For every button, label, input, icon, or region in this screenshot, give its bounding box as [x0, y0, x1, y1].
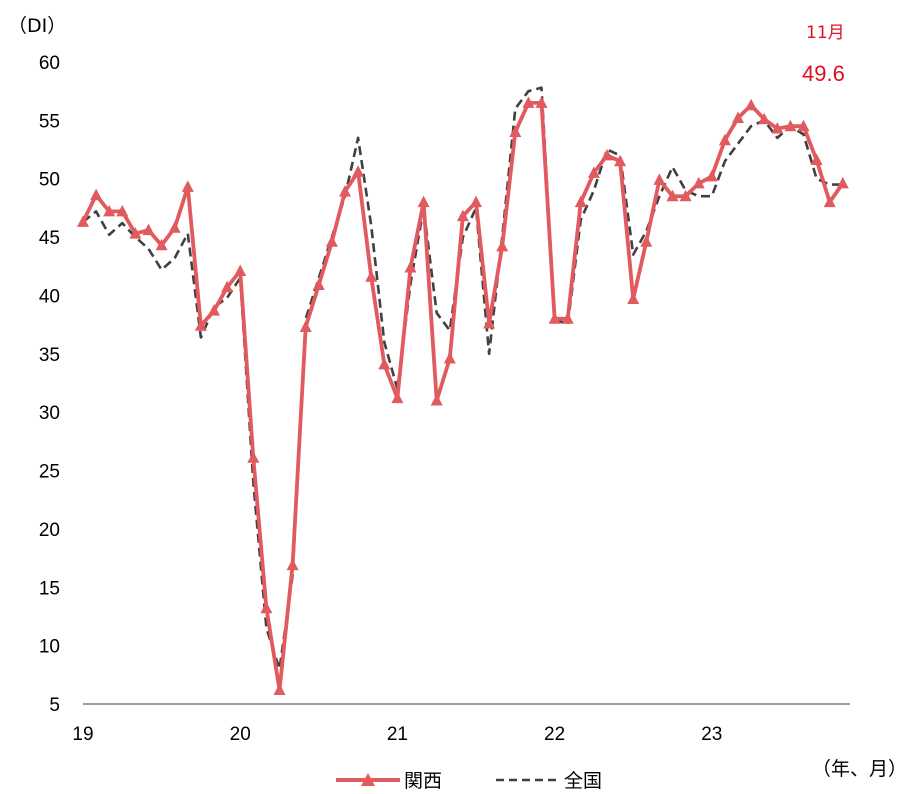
kansai-point-marker	[286, 558, 299, 571]
x-tick-label: 19	[72, 724, 93, 745]
kansai-point-marker	[587, 166, 600, 178]
y-tick-label: 5	[49, 695, 60, 716]
kansai-point-marker	[758, 112, 771, 125]
y-tick-label: 20	[39, 520, 60, 541]
kansai-point-marker	[378, 357, 391, 370]
y-tick-label: 25	[39, 462, 60, 483]
kansai-point-marker	[404, 260, 417, 273]
kansai-point-marker	[784, 119, 797, 132]
kansai-point-marker	[181, 180, 194, 192]
kansai-point-marker	[90, 188, 103, 201]
kansai-point-marker	[221, 280, 234, 293]
x-tick-label: 20	[230, 724, 251, 745]
kansai-point-marker	[273, 683, 286, 695]
kansai-point-marker	[810, 153, 823, 166]
kansai-point-marker	[312, 278, 325, 290]
x-axis-unit: （年、月）	[812, 758, 907, 780]
kansai-point-marker	[103, 204, 116, 217]
kansai-point-marker	[247, 451, 260, 463]
kansai-point-marker	[640, 235, 653, 247]
kansai-point-marker	[522, 96, 535, 108]
kansai-point-marker	[574, 195, 587, 208]
x-tick-label: 23	[701, 724, 722, 745]
kansai-point-marker	[142, 223, 155, 236]
kansai-point-marker	[234, 264, 247, 276]
kansai-point-marker	[443, 351, 456, 364]
x-tick-label: 21	[387, 724, 408, 745]
kansai-point-marker	[745, 98, 758, 111]
legend: 関西 全国	[336, 770, 602, 792]
kansai-point-marker	[391, 391, 404, 404]
latest-value-label: 49.6	[802, 61, 845, 86]
kansai-point-marker	[417, 195, 430, 208]
kansai-point-marker	[470, 195, 482, 208]
kansai-point-marker	[666, 189, 679, 202]
kansai-point-marker	[168, 221, 181, 233]
kansai-point-marker	[679, 189, 692, 202]
y-tick-label: 50	[39, 170, 60, 191]
kansai-point-marker	[718, 133, 731, 146]
kansai-point-marker	[614, 154, 627, 167]
kansai-point-marker	[823, 195, 836, 208]
kansai-point-marker	[509, 125, 522, 138]
kansai-point-marker	[77, 215, 89, 227]
kansai-point-marker	[194, 319, 207, 331]
y-axis-unit: （DI）	[8, 15, 66, 37]
kansai-point-marker	[430, 394, 443, 406]
latest-month-label: 11月	[806, 23, 845, 43]
y-tick-label: 45	[39, 228, 60, 249]
y-tick-label: 35	[39, 345, 60, 366]
y-tick-label: 60	[39, 53, 60, 74]
kansai-point-marker	[260, 601, 273, 614]
kansai-point-marker	[692, 176, 705, 189]
kansai-point-marker	[797, 119, 810, 132]
kansai-point-marker	[483, 316, 496, 329]
y-tick-label: 30	[39, 403, 60, 424]
kansai-point-marker	[653, 173, 666, 185]
kansai-point-marker	[732, 111, 744, 124]
y-tick-label: 15	[39, 578, 60, 599]
legend-marker-kansai	[361, 773, 375, 786]
y-tick-label: 40	[39, 286, 60, 307]
kansai-point-marker	[325, 235, 338, 247]
kansai-point-marker	[208, 304, 220, 316]
kansai-point-marker	[601, 148, 613, 161]
kansai-point-marker	[129, 227, 142, 239]
series-line-national	[82, 86, 843, 671]
kansai-point-marker	[299, 320, 312, 332]
kansai-point-marker	[535, 96, 548, 108]
kansai-point-marker	[771, 122, 784, 134]
kansai-point-marker	[352, 165, 365, 177]
kansai-point-marker	[705, 169, 718, 182]
kansai-point-marker	[561, 312, 574, 324]
legend-label-kansai: 関西	[404, 770, 442, 792]
kansai-point-marker	[548, 312, 561, 324]
kansai-point-marker	[456, 209, 469, 222]
y-tick-label: 10	[39, 637, 60, 658]
kansai-point-marker	[496, 239, 509, 252]
kansai-point-marker	[836, 176, 849, 189]
legend-label-national: 全国	[564, 770, 602, 792]
kansai-point-marker	[339, 185, 351, 197]
kansai-point-marker	[627, 292, 640, 304]
y-tick-label: 55	[39, 111, 60, 132]
kansai-point-marker	[116, 204, 129, 217]
kansai-point-marker	[365, 270, 378, 282]
x-tick-label: 22	[544, 724, 565, 745]
series-line-kansai	[81, 100, 845, 692]
kansai-point-marker	[155, 238, 168, 251]
